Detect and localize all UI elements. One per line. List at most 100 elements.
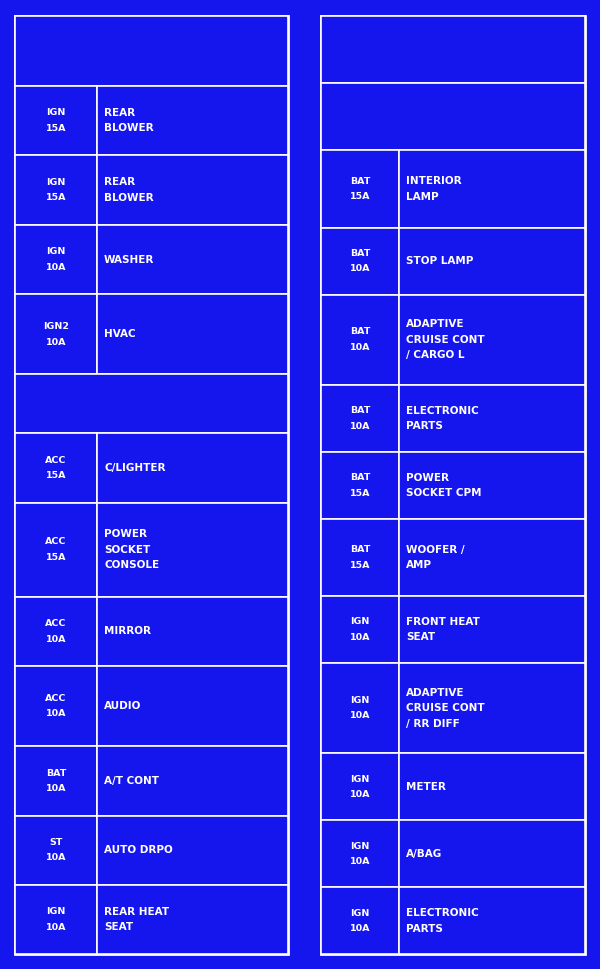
Text: 10A: 10A <box>350 633 370 641</box>
Text: FRONT HEAT: FRONT HEAT <box>406 616 480 627</box>
Text: 10A: 10A <box>350 343 370 352</box>
Text: REAR: REAR <box>104 177 135 187</box>
Text: AMP: AMP <box>406 560 432 570</box>
Text: SEAT: SEAT <box>406 632 435 642</box>
Text: 15A: 15A <box>46 194 66 203</box>
Bar <box>15 597 97 666</box>
Bar <box>321 821 399 888</box>
Bar <box>15 295 97 374</box>
Bar <box>321 452 399 519</box>
Text: C/LIGHTER: C/LIGHTER <box>104 463 166 473</box>
Bar <box>321 385 399 452</box>
Text: 10A: 10A <box>350 858 370 866</box>
Text: IGN: IGN <box>350 617 370 626</box>
Bar <box>399 385 585 452</box>
Text: HVAC: HVAC <box>104 329 136 339</box>
Text: IGN: IGN <box>350 696 370 705</box>
Bar <box>399 821 585 888</box>
Text: ACC: ACC <box>45 694 67 703</box>
Bar <box>399 663 585 754</box>
Text: 15A: 15A <box>350 488 370 498</box>
Text: POWER: POWER <box>104 529 147 539</box>
Bar <box>399 888 585 954</box>
Text: / RR DIFF: / RR DIFF <box>406 719 460 729</box>
Text: WASHER: WASHER <box>104 255 154 265</box>
Text: AUTO DRPO: AUTO DRPO <box>104 845 173 856</box>
Text: 10A: 10A <box>46 923 66 932</box>
Text: BAT: BAT <box>350 546 370 554</box>
Text: 10A: 10A <box>46 709 66 718</box>
Text: 10A: 10A <box>350 265 370 273</box>
Text: INTERIOR: INTERIOR <box>406 176 462 186</box>
Text: STOP LAMP: STOP LAMP <box>406 256 473 266</box>
Bar <box>97 746 288 816</box>
Text: A/BAG: A/BAG <box>406 849 442 859</box>
Text: IGN2: IGN2 <box>43 322 69 331</box>
Bar <box>15 433 97 503</box>
Text: A/T CONT: A/T CONT <box>104 776 159 786</box>
Bar <box>321 83 585 150</box>
Text: SEAT: SEAT <box>104 922 133 932</box>
Text: ELECTRONIC: ELECTRONIC <box>406 908 479 919</box>
Text: 10A: 10A <box>350 422 370 431</box>
Bar <box>97 155 288 225</box>
Bar <box>15 374 288 433</box>
Bar <box>15 225 97 295</box>
Text: 15A: 15A <box>350 561 370 570</box>
Text: ADAPTIVE: ADAPTIVE <box>406 688 464 698</box>
Text: 10A: 10A <box>46 337 66 347</box>
Bar <box>97 295 288 374</box>
Text: POWER: POWER <box>406 473 449 483</box>
Bar <box>97 225 288 295</box>
Bar <box>15 885 97 954</box>
Bar <box>399 519 585 596</box>
Text: BLOWER: BLOWER <box>104 123 154 134</box>
Text: REAR: REAR <box>104 108 135 118</box>
Text: REAR HEAT: REAR HEAT <box>104 907 169 917</box>
Text: CRUISE CONT: CRUISE CONT <box>406 703 485 713</box>
Text: IGN: IGN <box>46 908 65 917</box>
Text: 15A: 15A <box>350 192 370 202</box>
Bar <box>399 596 585 663</box>
Bar <box>321 295 399 385</box>
Text: SOCKET CPM: SOCKET CPM <box>406 488 482 498</box>
Bar <box>399 754 585 821</box>
Bar <box>15 503 97 597</box>
Text: ELECTRONIC: ELECTRONIC <box>406 406 479 416</box>
Bar <box>321 663 399 754</box>
Bar <box>15 155 97 225</box>
Text: 10A: 10A <box>350 711 370 721</box>
Text: CRUISE CONT: CRUISE CONT <box>406 334 485 345</box>
Text: IGN: IGN <box>350 774 370 784</box>
Text: IGN: IGN <box>350 842 370 851</box>
Bar <box>321 888 399 954</box>
Text: PARTS: PARTS <box>406 923 443 934</box>
Bar <box>321 228 399 295</box>
Bar <box>321 596 399 663</box>
Text: IGN: IGN <box>46 247 65 257</box>
Text: ACC: ACC <box>45 455 67 465</box>
Text: 10A: 10A <box>350 790 370 799</box>
Text: WOOFER /: WOOFER / <box>406 545 465 554</box>
Text: SOCKET: SOCKET <box>104 545 151 554</box>
Text: AUDIO: AUDIO <box>104 701 142 711</box>
Text: 10A: 10A <box>46 854 66 862</box>
Text: CONSOLE: CONSOLE <box>104 560 159 570</box>
Text: ACC: ACC <box>45 619 67 628</box>
Text: 15A: 15A <box>46 553 66 562</box>
Text: BAT: BAT <box>350 328 370 336</box>
Bar <box>321 150 399 228</box>
Bar <box>15 816 97 885</box>
Bar <box>15 666 97 746</box>
Text: PARTS: PARTS <box>406 422 443 431</box>
Text: BLOWER: BLOWER <box>104 193 154 203</box>
Text: 10A: 10A <box>46 263 66 272</box>
Text: BAT: BAT <box>350 406 370 416</box>
Text: LAMP: LAMP <box>406 192 439 202</box>
Bar <box>97 885 288 954</box>
Text: BAT: BAT <box>350 249 370 258</box>
Text: IGN: IGN <box>46 178 65 187</box>
Bar <box>15 16 288 954</box>
Text: 15A: 15A <box>46 471 66 481</box>
Bar <box>399 150 585 228</box>
